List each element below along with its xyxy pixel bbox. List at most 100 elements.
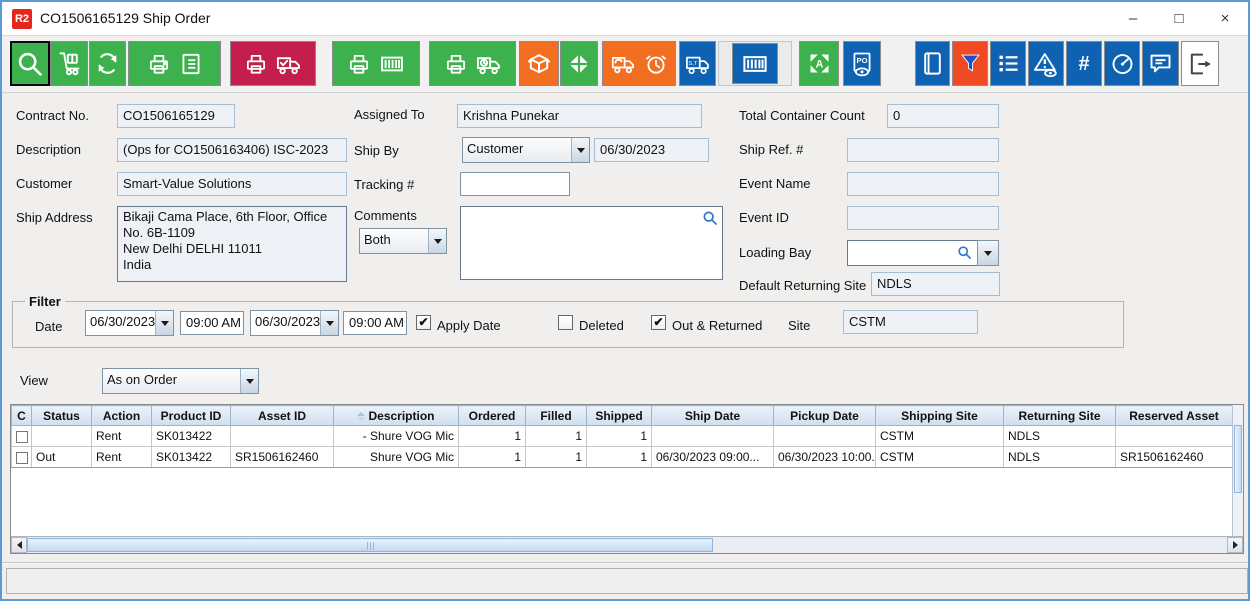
close-button[interactable]: × <box>1220 10 1230 27</box>
print-truck-schedule-button[interactable] <box>429 41 516 86</box>
refresh-icon <box>98 53 117 74</box>
col-header-status[interactable]: Status <box>31 405 92 426</box>
out-returned-checkbox[interactable]: ✔ <box>651 315 666 330</box>
meter-button[interactable] <box>1104 41 1140 86</box>
row-select-checkbox[interactable] <box>16 430 28 443</box>
ship-ref-field[interactable] <box>847 138 999 162</box>
book-icon <box>924 52 941 75</box>
col-header-ship-date[interactable]: Ship Date <box>651 405 774 426</box>
comments-mode-select[interactable]: Both <box>359 228 447 254</box>
comments-chat-button[interactable] <box>1142 41 1179 86</box>
col-header-filled[interactable]: Filled <box>525 405 587 426</box>
alarm-clock-icon <box>645 54 666 74</box>
view-alerts-button[interactable] <box>1028 41 1064 86</box>
row-select-checkbox[interactable] <box>16 451 28 464</box>
to-date-select[interactable]: 06/30/2023 <box>250 310 339 336</box>
total-container-count-field[interactable]: 0 <box>887 104 999 128</box>
col-header-reserved-asset[interactable]: Reserved Asset <box>1115 405 1233 426</box>
contract-no-label: Contract No. <box>16 108 89 123</box>
event-name-field[interactable] <box>847 172 999 196</box>
col-header-ordered[interactable]: Ordered <box>458 405 526 426</box>
comments-textarea[interactable] <box>460 206 723 280</box>
col-header-shipping-site[interactable]: Shipping Site <box>875 405 1004 426</box>
from-date-select[interactable]: 06/30/2023 <box>85 310 174 336</box>
col-header-shipped[interactable]: Shipped <box>586 405 652 426</box>
to-time-field[interactable]: 09:00 AM <box>343 311 407 335</box>
site-field[interactable]: CSTM <box>843 310 978 334</box>
cell-ship-date <box>651 425 774 447</box>
hash-icon: # <box>1078 52 1090 75</box>
ship-by-date-field[interactable]: 06/30/2023 <box>594 138 709 162</box>
filter-button[interactable] <box>952 41 988 86</box>
scroll-right-button[interactable] <box>1227 537 1243 553</box>
assigned-to-field[interactable]: Krishna Punekar <box>457 104 702 128</box>
comments-search-icon[interactable] <box>702 210 718 226</box>
view-select[interactable]: As on Order <box>102 368 259 394</box>
horizontal-scrollbar[interactable] <box>11 536 1243 553</box>
deleted-checkbox[interactable] <box>558 315 573 330</box>
ship-by-select[interactable]: Customer <box>462 137 590 163</box>
ship-by-dropdown-arrow[interactable] <box>571 138 589 162</box>
container-button-panel <box>718 41 792 86</box>
col-header-pickup-date[interactable]: Pickup Date <box>773 405 876 426</box>
col-header-asset-id[interactable]: Asset ID <box>230 405 334 426</box>
description-field[interactable]: (Ops for CO1506163406) ISC-2023 <box>117 138 347 162</box>
serial-numbers-button[interactable]: # <box>1066 41 1102 86</box>
event-id-field[interactable] <box>847 206 999 230</box>
table-row[interactable]: Rent SK013422 - Shure VOG Mic 1 1 1 CSTM… <box>11 425 1233 447</box>
cell-reserved-asset <box>1115 425 1233 447</box>
table-row[interactable]: Out Rent SK013422 SR1506162460 Shure VOG… <box>11 446 1233 468</box>
print-delivery-truck-button[interactable] <box>230 41 316 86</box>
minimize-button[interactable]: – <box>1128 10 1138 27</box>
contract-no-field[interactable]: CO1506165129 <box>117 104 235 128</box>
col-header-action[interactable]: Action <box>91 405 152 426</box>
cell-action: Rent <box>91 425 152 447</box>
customer-field[interactable]: Smart-Value Solutions <box>117 172 347 196</box>
col-header-product-id[interactable]: Product ID <box>151 405 231 426</box>
horizontal-scrollbar-thumb[interactable] <box>27 538 713 552</box>
from-time-field[interactable]: 09:00 AM <box>180 311 244 335</box>
site-transfer-truck-button[interactable]: S,T <box>679 41 716 86</box>
truck-schedule-button[interactable] <box>602 41 676 86</box>
notes-book-button[interactable] <box>915 41 950 86</box>
search-button[interactable] <box>10 41 50 86</box>
vertical-scrollbar-thumb[interactable] <box>1234 425 1242 493</box>
maximize-button[interactable]: □ <box>1174 10 1184 27</box>
col-header-returning-site[interactable]: Returning Site <box>1003 405 1116 426</box>
scroll-left-button[interactable] <box>11 537 27 553</box>
print-container-button[interactable] <box>332 41 420 86</box>
tracking-field[interactable] <box>460 172 570 196</box>
container-button[interactable] <box>732 43 778 84</box>
loading-bay-dropdown[interactable] <box>977 240 999 266</box>
vertical-scrollbar[interactable] <box>1232 405 1243 536</box>
loading-bay-search-icon[interactable] <box>957 245 972 260</box>
refresh-button[interactable] <box>89 41 126 86</box>
hand-truck-button[interactable] <box>50 41 88 86</box>
view-po-button[interactable]: PO <box>843 41 881 86</box>
container-icon <box>381 56 403 71</box>
out-returned-label: Out & Returned <box>672 318 763 333</box>
view-dropdown-arrow[interactable] <box>240 369 258 393</box>
comments-mode-dropdown-arrow[interactable] <box>428 229 446 253</box>
col-header-c[interactable]: C <box>11 405 32 426</box>
arrow-right-icon <box>1232 541 1238 549</box>
open-box-button[interactable] <box>519 41 559 86</box>
col-header-description[interactable]: Description <box>333 405 459 426</box>
from-date-dropdown-arrow[interactable] <box>155 311 173 335</box>
ship-address-field[interactable]: Bikaji Cama Place, 6th Floor, Office No.… <box>117 206 347 282</box>
loading-bay-field[interactable] <box>847 240 978 266</box>
svg-text:PO: PO <box>857 55 868 64</box>
print-pick-list-button[interactable] <box>128 41 221 86</box>
default-returning-site-field[interactable]: NDLS <box>871 272 1000 296</box>
cell-status <box>31 425 92 447</box>
scrollbar-grip <box>370 542 371 550</box>
line-items-list-button[interactable] <box>990 41 1026 86</box>
exit-button[interactable] <box>1181 41 1219 86</box>
loading-bay-dropdown-arrow[interactable] <box>978 241 998 265</box>
collapse-all-button[interactable] <box>560 41 598 86</box>
apply-date-checkbox[interactable]: ✔ <box>416 315 431 330</box>
to-date-dropdown-arrow[interactable] <box>320 311 338 335</box>
date-label: Date <box>35 319 63 334</box>
expand-all-button[interactable]: A <box>799 41 839 86</box>
